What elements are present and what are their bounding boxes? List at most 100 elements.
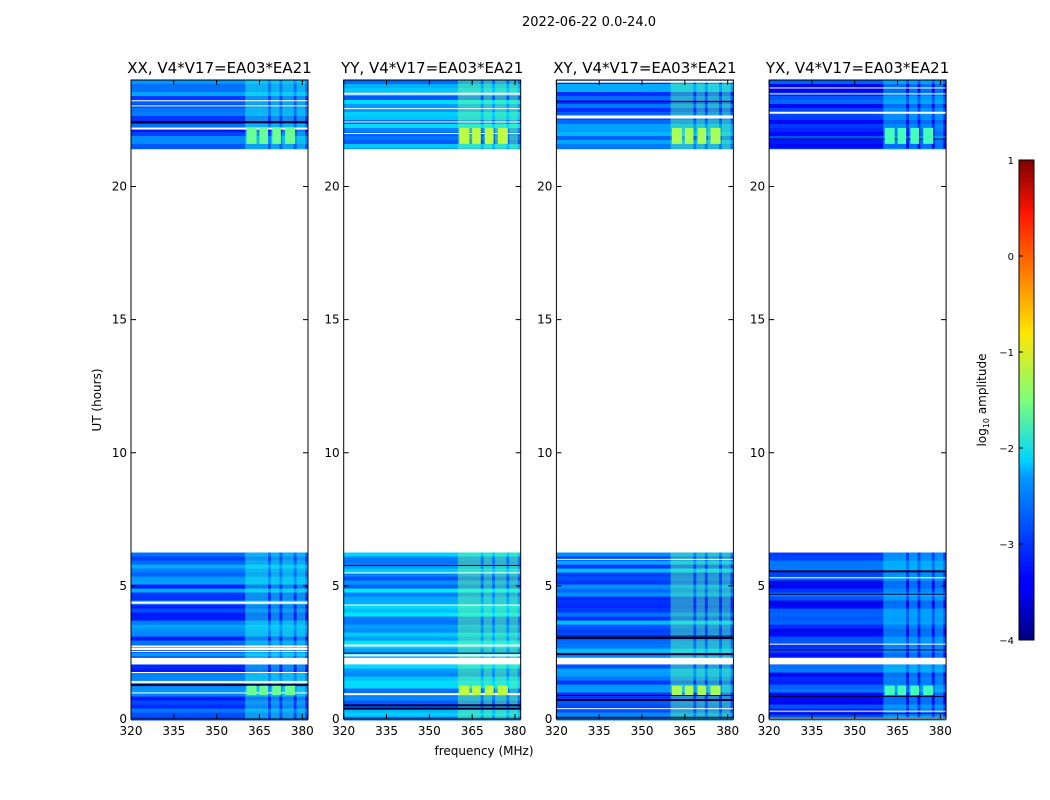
data-row: [556, 712, 734, 717]
data-row: [131, 596, 308, 601]
data-row: [556, 144, 734, 148]
data-row: [769, 676, 947, 681]
data-row: [556, 620, 734, 625]
rfi-column: [696, 80, 705, 150]
data-row: [343, 136, 521, 140]
burst-cell: [285, 127, 296, 144]
burst-cell: [710, 127, 721, 144]
flag-line: [343, 108, 521, 110]
data-row: [769, 712, 947, 717]
x-tick-label: 350: [418, 724, 441, 738]
y-tick-label: 20: [324, 180, 339, 194]
data-row: [556, 576, 734, 581]
data-row: [131, 124, 308, 128]
data-row: [343, 620, 521, 625]
x-tick-label: 365: [673, 724, 696, 738]
plot-frame: [768, 79, 947, 720]
y-tick-label: 20: [112, 180, 127, 194]
flag-line: [769, 577, 947, 579]
rfi-column: [894, 552, 907, 719]
data-row: [556, 592, 734, 597]
burst-cell: [897, 127, 907, 144]
data-row: [556, 604, 734, 609]
data-row: [343, 576, 521, 581]
rfi-column: [296, 552, 306, 719]
flag-line: [343, 92, 521, 95]
data-row: [131, 620, 308, 625]
data-row: [131, 636, 308, 641]
data-row: [343, 592, 521, 597]
burst-cell: [272, 685, 281, 696]
burst-cell: [497, 127, 508, 144]
data-row: [131, 136, 308, 140]
data-row: [769, 572, 947, 577]
flag-line: [131, 645, 308, 648]
rfi-column: [245, 80, 257, 150]
data-row: [556, 560, 734, 565]
y-tick-label: 5: [545, 579, 553, 593]
data-row: [131, 88, 308, 92]
data-row: [131, 560, 308, 565]
data-row: [556, 668, 734, 673]
data-row: [131, 640, 308, 645]
x-tick-label: 350: [205, 724, 228, 738]
panel-title: YY, V4*V17=EA03*EA21: [340, 59, 523, 77]
data-row: [131, 672, 308, 677]
burst-cell: [485, 685, 494, 696]
data-row: [769, 632, 947, 637]
burst-cell: [684, 127, 694, 144]
colorbar-tick-label: 1: [1008, 156, 1014, 167]
flag-line: [556, 716, 734, 718]
data-row: [769, 132, 947, 136]
rfi-column: [883, 552, 895, 719]
flag-line: [343, 121, 521, 123]
flag-line: [343, 693, 521, 696]
data-row: [769, 136, 947, 140]
data-row: [343, 584, 521, 589]
data-row: [343, 696, 521, 701]
y-tick-label: 0: [119, 712, 127, 726]
rfi-column: [256, 80, 269, 150]
data-row: [343, 612, 521, 617]
rfi-column: [256, 552, 269, 719]
data-row: [343, 640, 521, 645]
data-row: [556, 688, 734, 693]
rfi-column: [469, 80, 481, 150]
flagged-band: [343, 657, 521, 665]
data-row: [769, 600, 947, 605]
data-row: [556, 572, 734, 577]
rfi-column: [920, 80, 932, 150]
burst-cell: [459, 685, 470, 696]
data-row: [131, 116, 308, 120]
data-row: [343, 624, 521, 629]
data-row: [131, 604, 308, 609]
y-tick-label: 0: [545, 712, 553, 726]
x-tick-label: 380: [929, 724, 952, 738]
data-row: [769, 624, 947, 629]
burst-cell: [497, 685, 508, 696]
x-tick-label: 380: [716, 724, 739, 738]
data-row: [343, 140, 521, 144]
data-row: [769, 584, 947, 589]
data-row: [343, 636, 521, 641]
data-row: [343, 688, 521, 693]
data-row: [131, 688, 308, 693]
data-row: [343, 564, 521, 569]
data-row: [769, 116, 947, 120]
burst-cell: [259, 685, 269, 696]
panel-1: YY, V4*V17=EA03*EA21 320 335 350 365 380 0 5 10 1…: [324, 59, 526, 738]
data-row: [131, 608, 308, 613]
colorbar-label: log10 amplitude: [975, 354, 991, 447]
data-row: [556, 708, 734, 713]
rfi-column: [469, 552, 481, 719]
flag-line: [769, 710, 947, 712]
burst-cell: [684, 685, 694, 696]
data-row: [343, 616, 521, 621]
flag-line: [131, 684, 308, 687]
data-row: [343, 556, 521, 561]
data-row: [343, 588, 521, 593]
data-row: [343, 668, 521, 673]
panel-title: XY, V4*V17=EA03*EA21: [553, 59, 736, 77]
data-row: [343, 108, 521, 112]
rfi-column: [495, 552, 507, 719]
